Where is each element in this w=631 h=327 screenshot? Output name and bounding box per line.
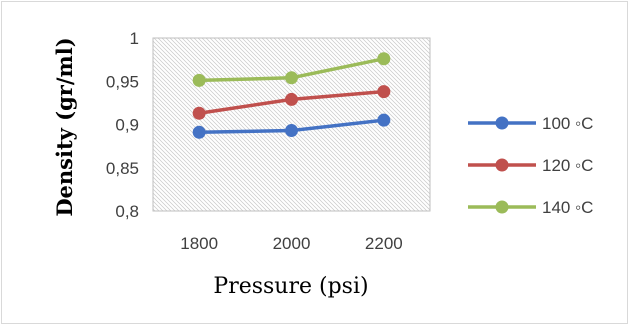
legend-marker [495, 200, 509, 214]
x-axis-ticks: 1800 2000 2200 [180, 234, 402, 253]
y-tick-label: 0,95 [106, 72, 139, 91]
data-point [285, 124, 298, 138]
x-tick-label: 2200 [365, 234, 403, 253]
legend-label: 140 ◦C [542, 198, 593, 217]
y-axis-title: Density (gr/ml) [52, 37, 77, 216]
data-point [377, 85, 391, 99]
data-point [285, 71, 298, 85]
legend-marker [495, 158, 509, 172]
data-point [192, 106, 206, 120]
data-point [285, 92, 298, 106]
legend-marker [495, 116, 509, 130]
y-tick-label: 0,8 [115, 202, 139, 221]
y-tick-label: 1 [130, 29, 139, 48]
data-point [192, 125, 206, 139]
x-axis-title: Pressure (psi) [213, 274, 368, 299]
legend-label: 100 ◦C [542, 114, 593, 133]
y-tick-label: 0,9 [115, 116, 139, 135]
data-point [192, 73, 206, 87]
data-point [377, 52, 391, 66]
x-tick-label: 2000 [273, 234, 311, 253]
y-tick-label: 0,85 [106, 159, 139, 178]
y-axis-ticks: 0,8 0,85 0,9 0,95 1 [106, 29, 139, 221]
x-tick-label: 1800 [180, 234, 218, 253]
legend: 100 ◦C 120 ◦C 140 ◦C [468, 114, 593, 217]
data-point [377, 113, 391, 127]
series-layer [192, 52, 391, 139]
legend-label: 120 ◦C [542, 156, 593, 175]
